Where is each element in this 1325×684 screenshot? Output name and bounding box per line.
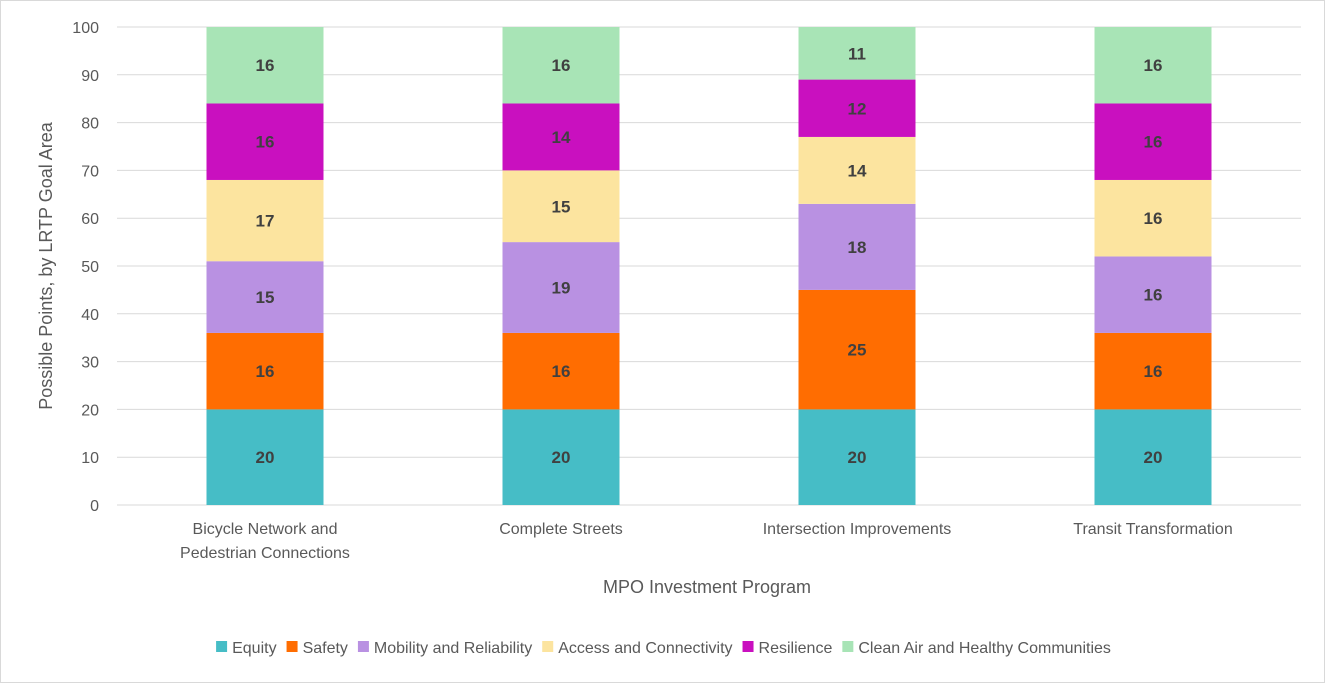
data-label: 14 <box>848 161 867 180</box>
data-label: 15 <box>256 288 275 307</box>
bar-segment <box>206 409 324 505</box>
y-axis-label: Possible Points, by LRTP Goal Area <box>36 121 56 409</box>
bar-segment <box>798 203 916 290</box>
y-tick-label: 50 <box>81 259 99 276</box>
bar-segment <box>1094 409 1212 505</box>
x-tick-label: Pedestrian Connections <box>180 545 350 562</box>
data-label: 11 <box>848 44 866 63</box>
data-label: 12 <box>848 99 867 118</box>
bar-segment <box>798 27 916 80</box>
bar-segment <box>502 103 620 171</box>
data-label: 20 <box>552 448 571 467</box>
y-tick-label: 100 <box>72 20 99 37</box>
data-label: 16 <box>1144 286 1163 305</box>
data-label: 25 <box>848 341 867 360</box>
data-label: 16 <box>256 56 275 75</box>
y-tick-label: 60 <box>81 211 99 228</box>
bar-segment <box>798 289 916 410</box>
data-label: 16 <box>256 133 275 152</box>
data-label: 16 <box>256 362 275 381</box>
legend-swatch <box>216 641 228 652</box>
x-tick-label: Transit Transformation <box>1073 521 1232 538</box>
data-label: 20 <box>1144 448 1163 467</box>
legend-swatch <box>542 641 554 652</box>
x-tick-label: Bicycle Network and <box>193 521 338 538</box>
legend-label: Safety <box>303 640 348 657</box>
bar-segment <box>206 27 324 104</box>
data-label: 16 <box>552 362 571 381</box>
x-tick-label: Complete Streets <box>499 521 623 538</box>
legend-swatch <box>357 641 369 652</box>
bar-segment <box>1094 332 1212 410</box>
y-tick-label: 20 <box>81 402 99 419</box>
bar-segment <box>798 409 916 505</box>
data-label: 18 <box>848 238 867 257</box>
bar-segment <box>502 242 620 333</box>
legend-swatch <box>742 641 754 652</box>
bar-segment <box>1094 103 1212 180</box>
x-tick-label: Intersection Improvements <box>763 521 952 538</box>
data-label: 15 <box>552 197 571 216</box>
data-label: 16 <box>552 56 571 75</box>
bar-segment <box>1094 179 1212 257</box>
data-label: 20 <box>256 448 275 467</box>
bar-segment <box>502 409 620 505</box>
bar-segment <box>1094 27 1212 104</box>
data-label: 16 <box>1144 362 1163 381</box>
bar-segment <box>798 79 916 137</box>
bar-segment <box>502 170 620 243</box>
data-label: 19 <box>552 279 571 298</box>
data-label: 14 <box>552 128 571 147</box>
y-tick-label: 70 <box>81 163 99 180</box>
bar-segment <box>206 179 324 262</box>
y-tick-label: 10 <box>81 450 99 467</box>
bar-segment <box>502 332 620 410</box>
legend-swatch <box>842 641 854 652</box>
data-label: 16 <box>1144 56 1163 75</box>
bar-segment <box>206 103 324 180</box>
y-tick-label: 40 <box>81 307 99 324</box>
bar-segment <box>206 261 324 333</box>
y-tick-label: 0 <box>90 498 99 515</box>
data-label: 16 <box>1144 133 1163 152</box>
legend-label: Access and Connectivity <box>558 640 732 657</box>
legend-label: Mobility and Reliability <box>374 640 532 657</box>
y-tick-label: 30 <box>81 355 99 372</box>
bar-segment <box>206 332 324 410</box>
bar-segment <box>502 27 620 104</box>
data-label: 20 <box>848 448 867 467</box>
y-tick-label: 80 <box>81 116 99 133</box>
y-tick-label: 90 <box>81 68 99 85</box>
bar-segment <box>1094 256 1212 333</box>
bar-segment <box>798 136 916 204</box>
data-label: 16 <box>1144 209 1163 228</box>
legend-swatch <box>286 641 298 652</box>
legend-label: Equity <box>232 640 276 657</box>
data-label: 17 <box>256 212 275 231</box>
x-axis-label: MPO Investment Program <box>603 577 811 597</box>
legend-label: Clean Air and Healthy Communities <box>858 640 1111 657</box>
legend-label: Resilience <box>759 640 833 657</box>
